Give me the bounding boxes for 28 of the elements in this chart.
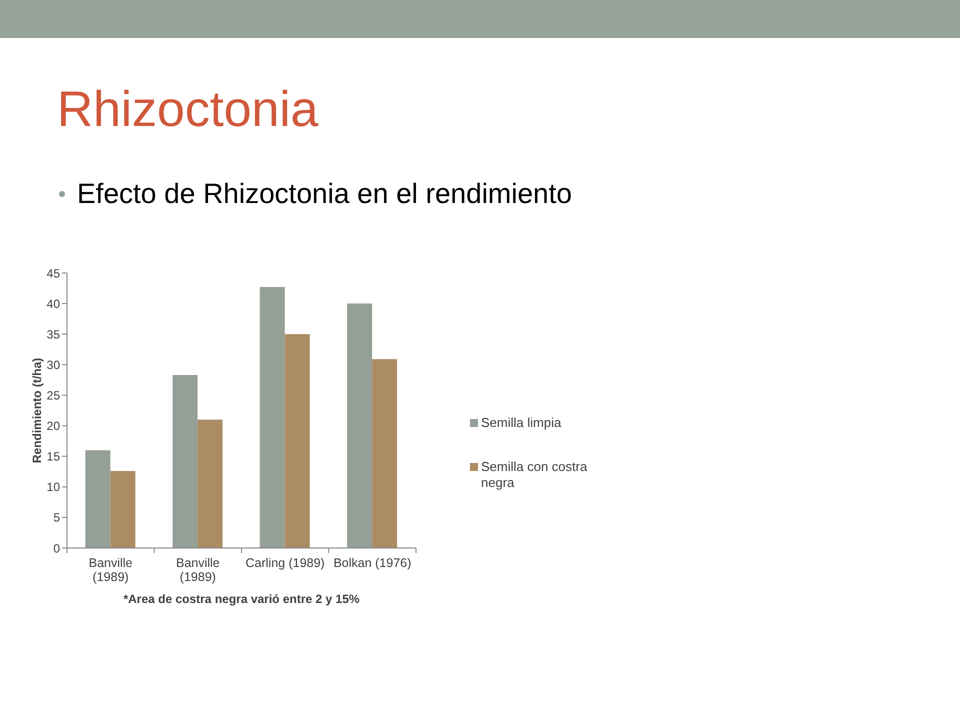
y-tick-label: 0	[53, 541, 60, 556]
bar	[372, 359, 398, 548]
y-tick-label: 5	[53, 510, 60, 525]
chart-subtitle: Efecto de Rhizoctonia en el rendimiento	[77, 177, 572, 211]
legend-label: Semilla con costra negra	[481, 459, 588, 491]
bar	[110, 471, 136, 548]
bar	[198, 420, 223, 548]
x-tick-label: Carling (1989)	[246, 556, 325, 570]
y-axis-title: Rendimiento (t/ha)	[30, 358, 44, 464]
bar	[347, 304, 372, 548]
y-tick-label: 20	[46, 419, 60, 434]
text: *Area de costra negra varió entre 2 y 15%	[122, 592, 361, 606]
y-tick-label: 30	[46, 358, 60, 372]
y-tick-label: 45	[46, 266, 60, 280]
bar	[284, 334, 310, 548]
x-tick-label: Bolkan (1976)	[333, 556, 412, 570]
y-tick-label: 25	[46, 388, 60, 402]
y-tick-label: 40	[46, 296, 60, 311]
bar	[85, 450, 110, 548]
x-tick-label: Banville (1989)	[88, 556, 133, 584]
x-tick-label: Banville (1989)	[176, 556, 220, 584]
y-tick-label: 15	[46, 450, 60, 464]
bar	[172, 375, 198, 548]
legend-label: Semilla limpia	[481, 415, 562, 431]
bar	[260, 287, 285, 548]
y-tick-label: 10	[46, 480, 60, 494]
y-tick-label: 35	[46, 327, 60, 342]
chart-title: Rhizoctonia	[57, 80, 318, 139]
